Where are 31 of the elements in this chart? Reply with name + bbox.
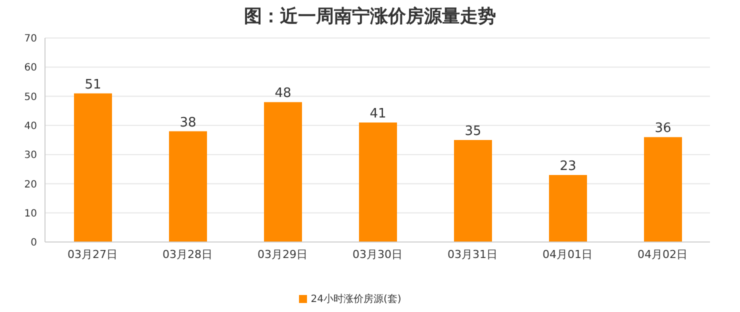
bar	[169, 131, 207, 242]
bar	[359, 122, 397, 242]
y-tick-label: 0	[30, 238, 37, 249]
data-label: 23	[560, 158, 576, 174]
y-tick-label: 20	[24, 179, 37, 190]
data-label: 35	[464, 124, 482, 139]
data-label: 51	[84, 77, 102, 92]
y-tick-label: 30	[24, 150, 37, 162]
x-tick-label: 03月27日	[68, 248, 118, 261]
chart-title: 图：近一周南宁涨价房源量走势	[243, 5, 497, 28]
bar	[264, 102, 302, 242]
bar	[74, 93, 112, 242]
y-tick-label: 40	[24, 120, 37, 132]
y-tick-label: 60	[24, 62, 37, 74]
bar	[549, 174, 587, 242]
x-tick-label: 04月02日	[638, 248, 688, 261]
y-tick-label: 10	[24, 208, 37, 220]
data-label: 36	[654, 121, 672, 136]
bar	[454, 140, 492, 242]
y-tick-label: 50	[24, 92, 37, 103]
x-tick-label: 03月30日	[352, 248, 402, 261]
data-label: 41	[370, 106, 386, 122]
x-tick-label: 03月29日	[258, 248, 308, 261]
legend-label: 24小时涨价房源(套)	[310, 294, 402, 305]
data-label: 48	[274, 86, 292, 102]
data-label: 38	[180, 115, 196, 130]
x-tick-label: 03月28日	[162, 248, 212, 261]
y-tick-label: 70	[24, 34, 37, 45]
bar	[644, 137, 682, 242]
x-tick-label: 04月01日	[542, 248, 592, 261]
x-tick-label: 03月31日	[448, 248, 498, 261]
